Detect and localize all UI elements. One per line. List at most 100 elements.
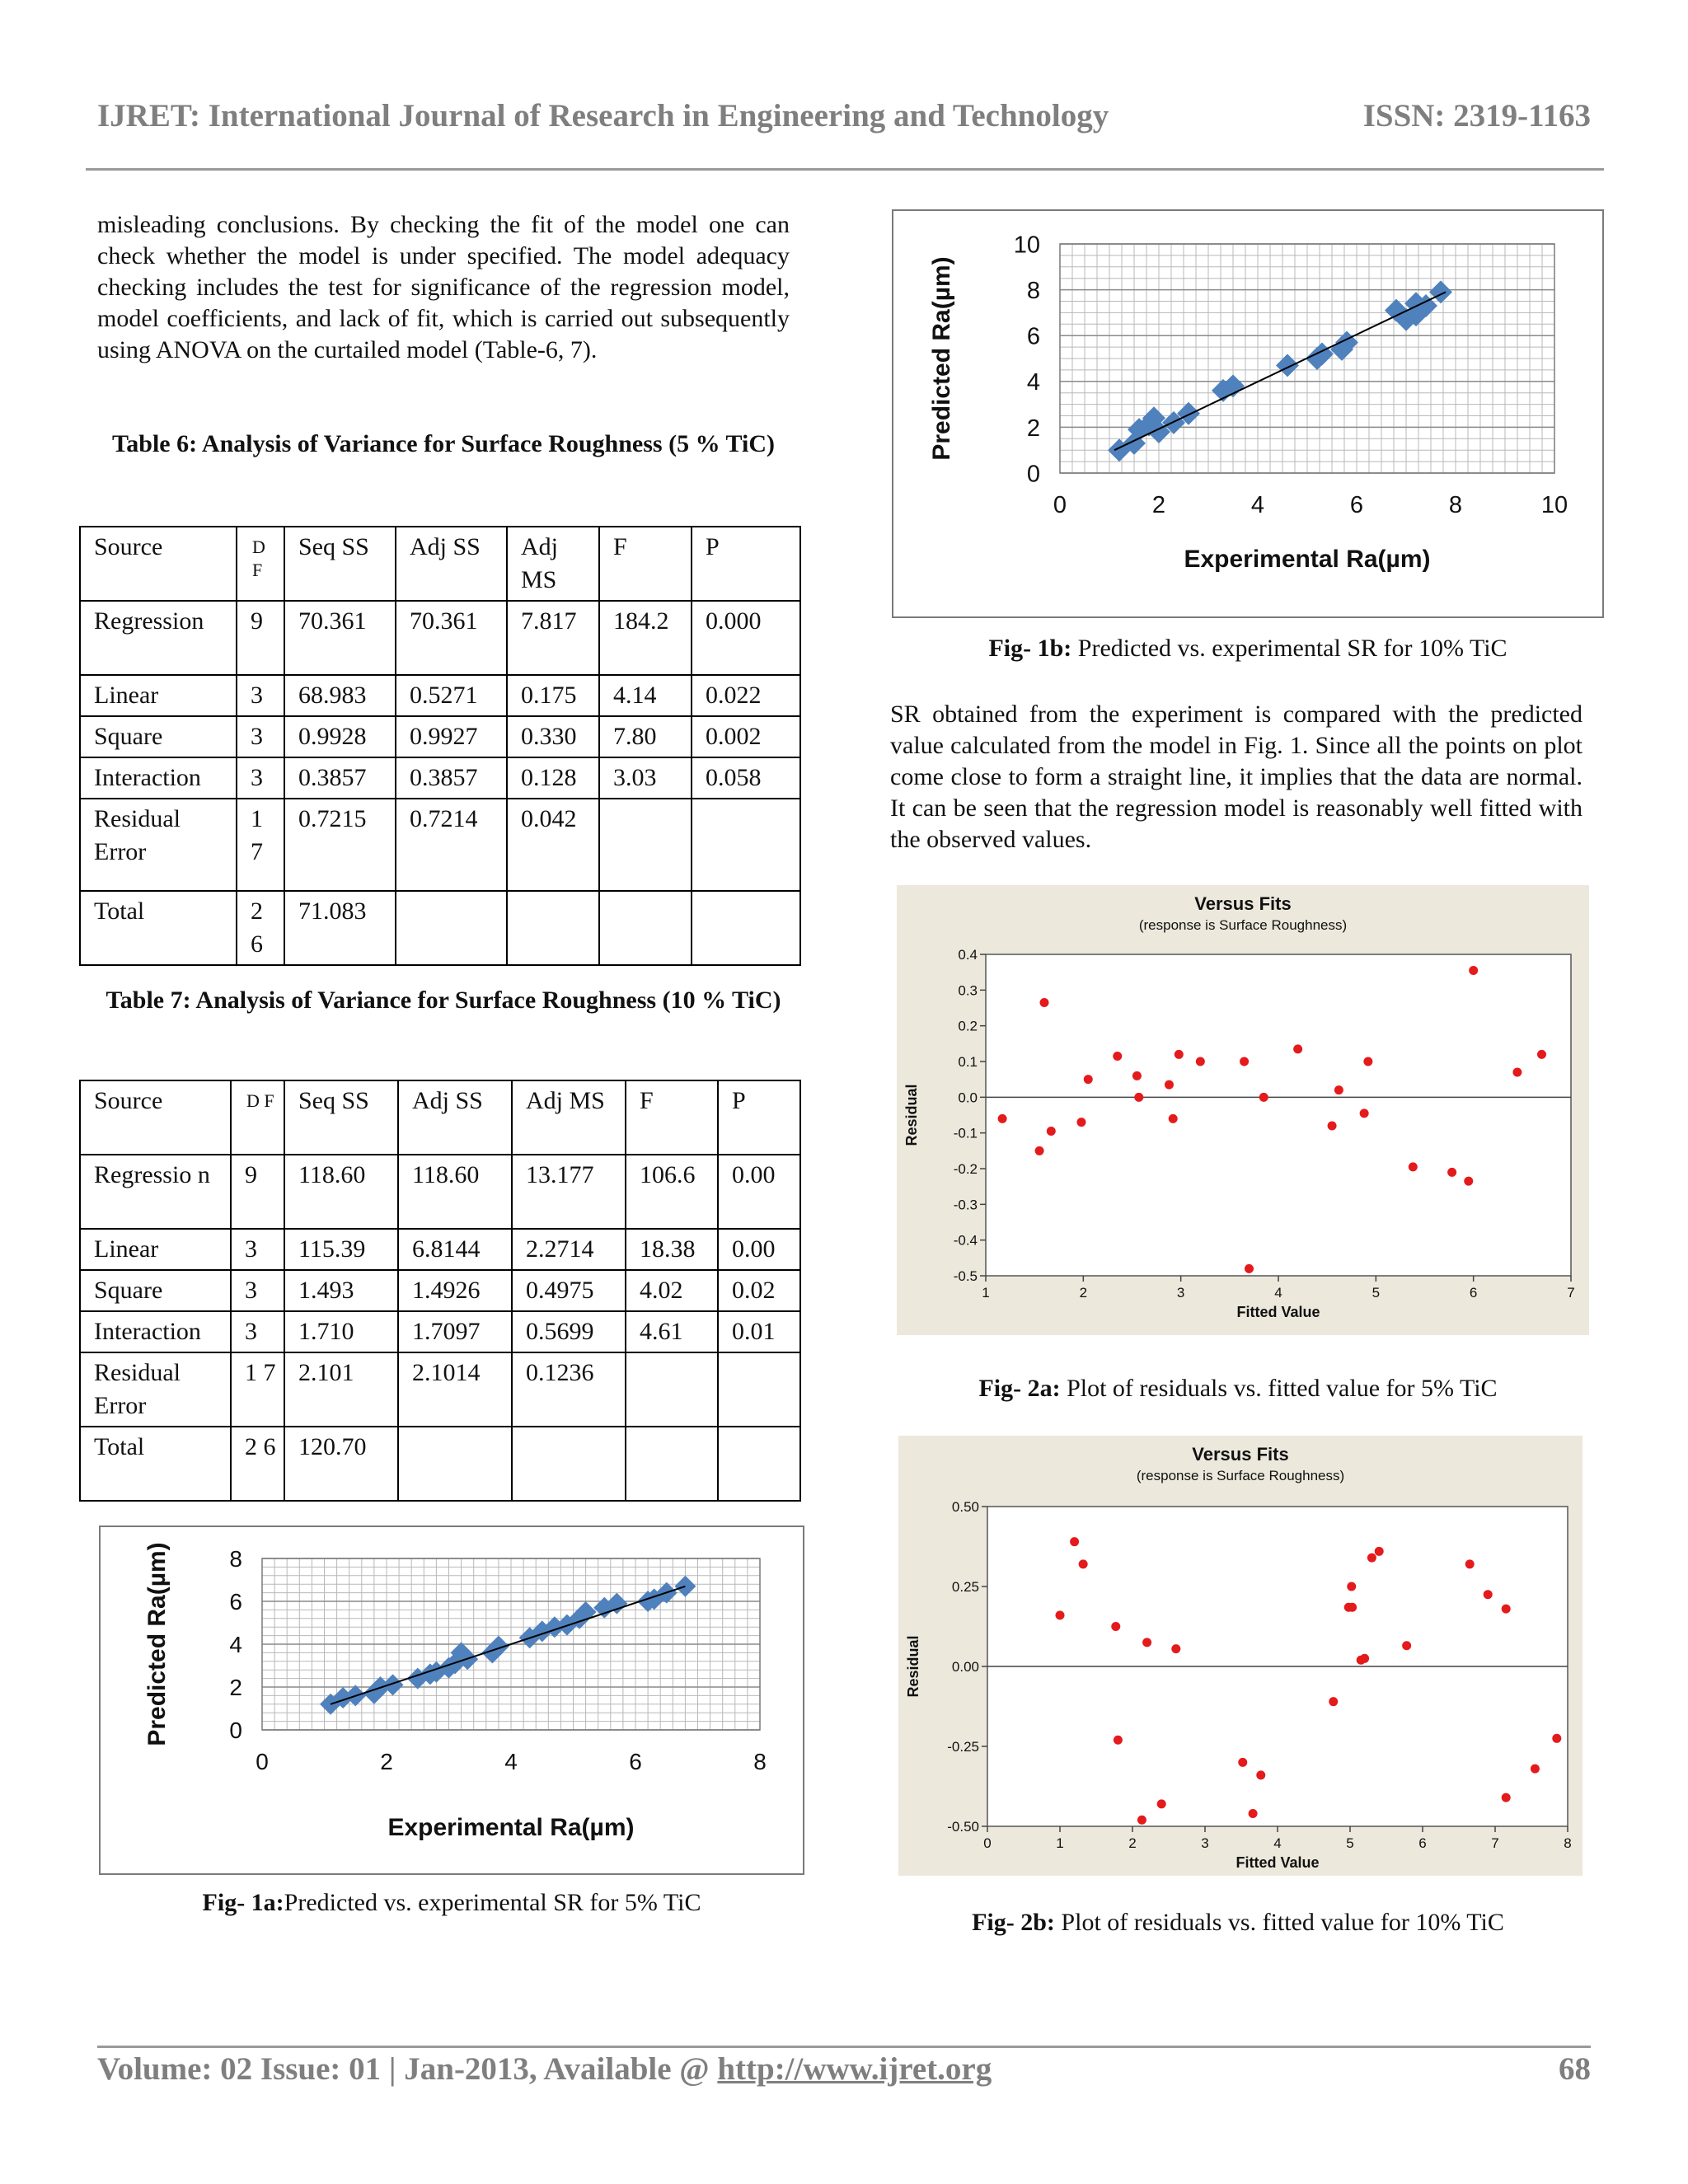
- table-header-cell: F: [625, 1080, 719, 1155]
- table-cell: 0.002: [691, 715, 801, 758]
- y-axis-label: Predicted Ra(µm): [928, 256, 955, 460]
- data-point-marker: [1395, 307, 1418, 331]
- table-header-cell: Seq SS: [284, 1080, 399, 1155]
- table6: Source D F Seq SS Adj SS Adj MS F P Regression 9…: [79, 526, 801, 966]
- residual-point: [1076, 1118, 1086, 1127]
- chart-subtitle: (response is Surface Roughness): [1137, 1468, 1344, 1483]
- x-tick-label: 2: [1128, 1835, 1136, 1851]
- table-cell: [691, 798, 801, 892]
- table-header-cell: D F: [230, 1080, 285, 1155]
- data-point-marker: [382, 1674, 404, 1696]
- x-tick-label: 8: [753, 1749, 767, 1774]
- table-cell: [717, 1352, 801, 1427]
- table-cell: 3: [230, 1228, 285, 1271]
- table-row: Residual Error 1 7 2.101 2.1014 0.1236: [79, 1352, 801, 1427]
- table-cell: 0.000: [691, 600, 801, 676]
- y-tick-label: 10: [1014, 232, 1040, 258]
- residual-point: [1142, 1638, 1152, 1647]
- table-cell: 0.175: [506, 674, 600, 717]
- y-tick-label: 0: [229, 1718, 242, 1743]
- footer-url-link[interactable]: http://www.ijret.org: [717, 2051, 992, 2087]
- table-cell: 2.1014: [397, 1352, 513, 1427]
- residual-point: [1374, 1546, 1384, 1556]
- residual-point: [1501, 1604, 1511, 1614]
- y-tick-label: 8: [229, 1546, 242, 1572]
- fig1b-caption-text: Predicted vs. experimental SR for 10% Ti…: [1071, 635, 1507, 662]
- table-cell: 0.042: [506, 798, 600, 892]
- table-cell: 0.5699: [511, 1310, 626, 1353]
- table-cell: [511, 1426, 626, 1502]
- residual-point: [1174, 1049, 1184, 1059]
- table-cell: 0.01: [717, 1310, 801, 1353]
- y-tick-label: 0.25: [952, 1579, 979, 1595]
- residual-point: [997, 1113, 1007, 1123]
- residual-point: [1083, 1075, 1093, 1085]
- table-cell: 118.60: [284, 1154, 399, 1230]
- x-tick-label: 6: [1350, 492, 1363, 518]
- x-tick-label: 8: [1449, 492, 1462, 518]
- x-axis-label: Fitted Value: [1236, 1854, 1319, 1871]
- data-point-marker: [606, 1592, 628, 1615]
- table-cell: 0.3857: [395, 757, 508, 799]
- x-tick-label: 6: [1470, 1285, 1477, 1301]
- x-tick-label: 10: [1541, 492, 1568, 518]
- table-cell: 1 7: [230, 1352, 285, 1427]
- table-cell: 0.330: [506, 715, 600, 758]
- residual-point: [1552, 1733, 1562, 1743]
- y-tick-label: -0.5: [954, 1268, 978, 1284]
- table-cell: 68.983: [284, 674, 396, 717]
- x-axis-label: Experimental Ra(µm): [387, 1814, 634, 1841]
- table-cell: [397, 1426, 513, 1502]
- residual-point: [1132, 1071, 1142, 1080]
- table-cell: 3: [236, 715, 285, 758]
- residual-point: [1465, 1559, 1475, 1569]
- table-cell: 0.7215: [284, 798, 396, 892]
- x-tick-label: 7: [1491, 1835, 1498, 1851]
- residual-point: [1137, 1815, 1146, 1825]
- y-tick-label: 0.1: [958, 1054, 978, 1070]
- table-cell: Total: [79, 1426, 232, 1502]
- table-cell: [691, 890, 801, 966]
- table-row: Interaction 3 1.710 1.7097 0.5699 4.61 0.01: [79, 1310, 801, 1353]
- residual-point: [1046, 1127, 1056, 1136]
- table-cell: 0.128: [506, 757, 600, 799]
- x-tick-label: 7: [1567, 1285, 1574, 1301]
- table-row: Regressio n 9 118.60 118.60 13.177 106.6 0.00: [79, 1154, 801, 1230]
- table-cell: 18.38: [625, 1228, 719, 1271]
- table-row: Square 3 0.9928 0.9927 0.330 7.80 0.002: [79, 715, 801, 758]
- table-cell: 118.60: [397, 1154, 513, 1230]
- y-tick-label: -0.2: [954, 1161, 978, 1177]
- table-cell: 4.14: [598, 674, 692, 717]
- residual-point: [1483, 1590, 1493, 1600]
- y-axis-label: Predicted Ra(µm): [143, 1542, 171, 1746]
- data-point-marker: [1177, 401, 1200, 425]
- residual-point: [1293, 1044, 1303, 1054]
- residual-point: [1111, 1622, 1121, 1631]
- residual-point: [1367, 1553, 1376, 1563]
- table-cell: 1.710: [284, 1310, 399, 1353]
- y-axis-label: Residual: [905, 1635, 921, 1697]
- footer-volume: Volume: 02 Issue: 01 | Jan-2013, Availab…: [97, 2050, 992, 2088]
- table-cell: Square: [79, 715, 237, 758]
- data-point-marker: [1335, 330, 1358, 354]
- table-header-cell: Adj SS: [397, 1080, 513, 1155]
- residual-point: [1408, 1162, 1418, 1172]
- table7-title: Table 7: Analysis of Variance for Surfac…: [106, 987, 781, 1014]
- table-cell: Interaction: [79, 757, 237, 799]
- table-cell: 7.817: [506, 600, 600, 676]
- right-paragraph: SR obtained from the experiment is compa…: [890, 701, 1582, 853]
- residual-point: [1327, 1121, 1337, 1131]
- y-tick-label: 0: [1027, 461, 1040, 487]
- table-cell: 3: [236, 674, 285, 717]
- residual-point: [1240, 1057, 1250, 1066]
- table-cell: 0.02: [717, 1269, 801, 1312]
- fig1b-caption-label: Fig- 1b:: [988, 635, 1072, 662]
- table-cell: 1.493: [284, 1269, 399, 1312]
- table-header-cell: Seq SS: [284, 526, 396, 602]
- y-tick-label: 4: [229, 1632, 242, 1657]
- data-point-marker: [1429, 280, 1452, 304]
- table-cell: 71.083: [284, 890, 396, 966]
- chart-title: Versus Fits: [1194, 893, 1291, 914]
- x-tick-label: 6: [629, 1749, 642, 1774]
- residual-point: [1134, 1092, 1144, 1102]
